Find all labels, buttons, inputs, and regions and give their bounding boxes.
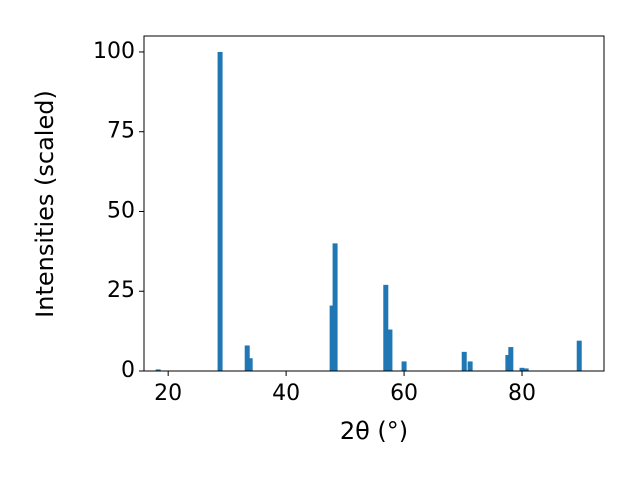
bar: [383, 284, 389, 371]
bar: [519, 367, 525, 371]
bar: [505, 355, 511, 371]
y-tick-label: 50: [107, 198, 135, 223]
bar: [461, 351, 467, 371]
y-tick-label: 75: [107, 119, 135, 144]
bar: [523, 368, 529, 371]
bar: [329, 305, 335, 371]
bar: [217, 51, 223, 371]
bar: [332, 243, 338, 371]
bar: [467, 361, 473, 371]
plot-frame: [143, 35, 605, 372]
y-axis-label: Intensities (scaled): [31, 90, 59, 318]
bar: [247, 358, 253, 371]
x-axis-label: 2θ (°): [340, 417, 408, 445]
y-tick-label: 0: [121, 358, 135, 383]
bar: [155, 369, 161, 371]
x-tick-label: 20: [154, 381, 182, 406]
bar: [387, 329, 393, 371]
bar: [508, 347, 514, 371]
x-tick-label: 40: [272, 381, 300, 406]
bar: [401, 361, 407, 371]
x-tick-label: 60: [390, 381, 418, 406]
bar: [244, 345, 250, 371]
y-tick-label: 25: [107, 278, 135, 303]
x-tick-label: 80: [508, 381, 536, 406]
bar: [576, 340, 582, 371]
y-tick-label: 100: [93, 39, 135, 64]
